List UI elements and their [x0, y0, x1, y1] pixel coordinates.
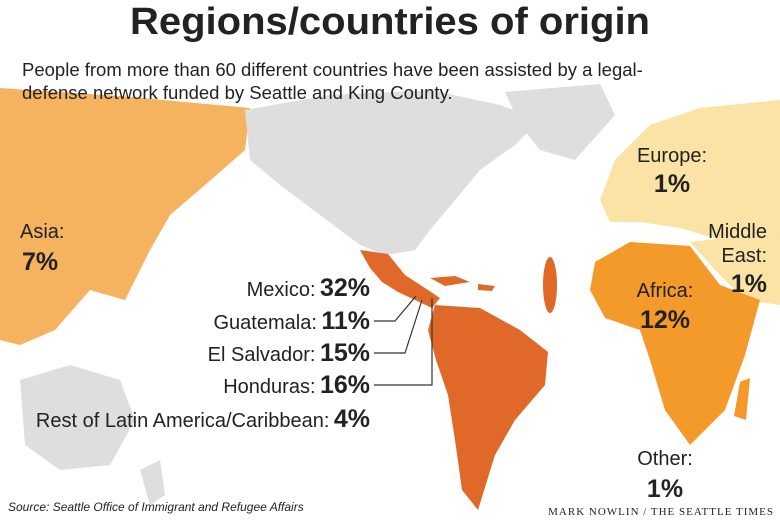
country-name: El Salvador:: [208, 344, 316, 366]
region-share: 1%: [654, 170, 690, 198]
country-name: Rest of Latin America/Caribbean:: [36, 410, 330, 432]
country-label: El Salvador: 15%: [208, 339, 370, 367]
map: [0, 84, 780, 510]
region-name: Other:: [637, 448, 693, 470]
region-share: 12%: [640, 306, 690, 334]
country-share: 16%: [320, 371, 370, 399]
middle-east: [690, 232, 780, 305]
country-name: Guatemala:: [213, 312, 316, 334]
island: [543, 257, 557, 313]
country-name: Honduras:: [223, 376, 315, 398]
leader-line: [374, 299, 423, 354]
country-share: 32%: [320, 274, 370, 302]
country-name: Mexico:: [247, 279, 316, 301]
subtitle: People from more than 60 different count…: [22, 59, 643, 80]
south-america: [428, 305, 548, 510]
mexico-central-america: [360, 250, 440, 308]
country-label: Guatemala: 11%: [213, 307, 370, 335]
leader-line: [374, 298, 433, 386]
region-name: Europe:: [637, 145, 707, 167]
title: Regions/countries of origin: [130, 1, 650, 43]
credit: MARK NOWLIN / THE SEATTLE TIMES: [548, 506, 774, 518]
north-america: [245, 90, 540, 255]
madagascar: [734, 378, 750, 420]
region-share: 1%: [731, 270, 767, 298]
oceania: [20, 365, 165, 505]
asia: [0, 88, 250, 345]
europe: [600, 100, 780, 240]
caribbean: [430, 276, 495, 291]
country-label: Mexico: 32%: [247, 274, 370, 302]
region-name: Africa:: [637, 280, 694, 302]
greenland: [505, 84, 615, 160]
region-name: East:: [721, 245, 767, 267]
leader-lines: [374, 295, 433, 386]
region-name: Asia:: [20, 221, 64, 243]
country-label: Honduras: 16%: [223, 371, 370, 399]
country-share: 15%: [320, 339, 370, 367]
region-share: 7%: [22, 248, 58, 276]
country-share: 11%: [321, 307, 370, 335]
source: Source: Seattle Office of Immigrant and …: [8, 500, 304, 514]
country-label: Rest of Latin America/Caribbean: 4%: [36, 405, 370, 433]
africa: [590, 242, 760, 445]
region-share: 1%: [647, 475, 683, 503]
subtitle: defense network funded by Seattle and Ki…: [22, 82, 453, 103]
region-name: Middle: [708, 221, 767, 243]
country-share: 4%: [334, 405, 370, 433]
leader-line: [374, 295, 417, 322]
